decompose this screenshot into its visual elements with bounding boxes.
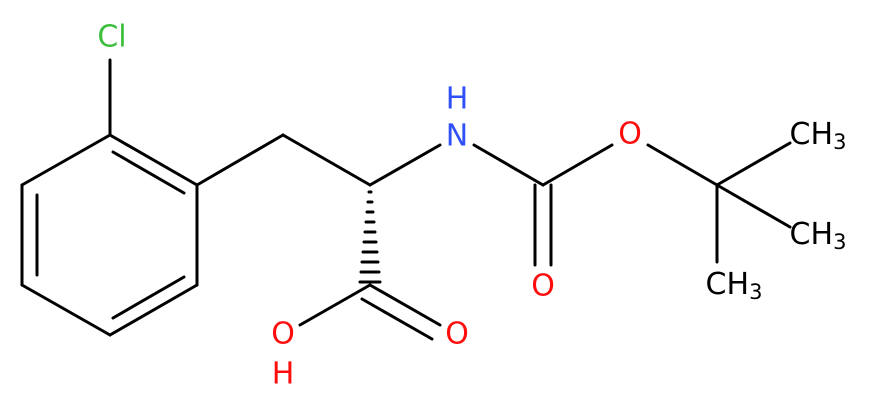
subscript: 3 — [833, 130, 846, 154]
bond — [368, 283, 442, 327]
bond — [646, 143, 719, 187]
hashed-wedge — [358, 190, 382, 284]
bond — [108, 283, 199, 337]
bond — [715, 183, 792, 229]
bond — [20, 133, 112, 187]
bond — [360, 297, 434, 341]
bonds — [20, 58, 792, 341]
bond — [298, 283, 372, 327]
atom-label: O — [531, 269, 555, 304]
bond — [111, 275, 186, 320]
atom-label: CH3 — [790, 117, 847, 155]
atom-label: CH3 — [706, 267, 763, 305]
bond — [281, 133, 372, 187]
atom-label: Cl — [97, 20, 126, 55]
bond — [541, 143, 614, 187]
atom-text: CH — [790, 117, 834, 152]
atom-label: O — [618, 117, 642, 152]
bond — [20, 283, 112, 337]
bond — [111, 150, 186, 195]
atom-text: CH — [790, 217, 834, 252]
subscript: 3 — [749, 280, 762, 304]
atom-label: H — [272, 357, 295, 392]
bond — [472, 143, 545, 187]
atom-text: CH — [706, 267, 750, 302]
subscript: 3 — [833, 230, 846, 254]
atom-labels: Cl N H O O O O H CH3 CH3 CH3 — [97, 20, 846, 392]
atom-label: O — [271, 317, 295, 352]
atom-label: H — [446, 82, 469, 117]
bond — [108, 133, 199, 187]
bond — [195, 133, 285, 187]
atom-label: O — [445, 317, 469, 352]
bond — [715, 141, 792, 187]
bond — [368, 143, 442, 187]
atom-label: N — [446, 119, 468, 154]
atom-label: CH3 — [790, 217, 847, 255]
